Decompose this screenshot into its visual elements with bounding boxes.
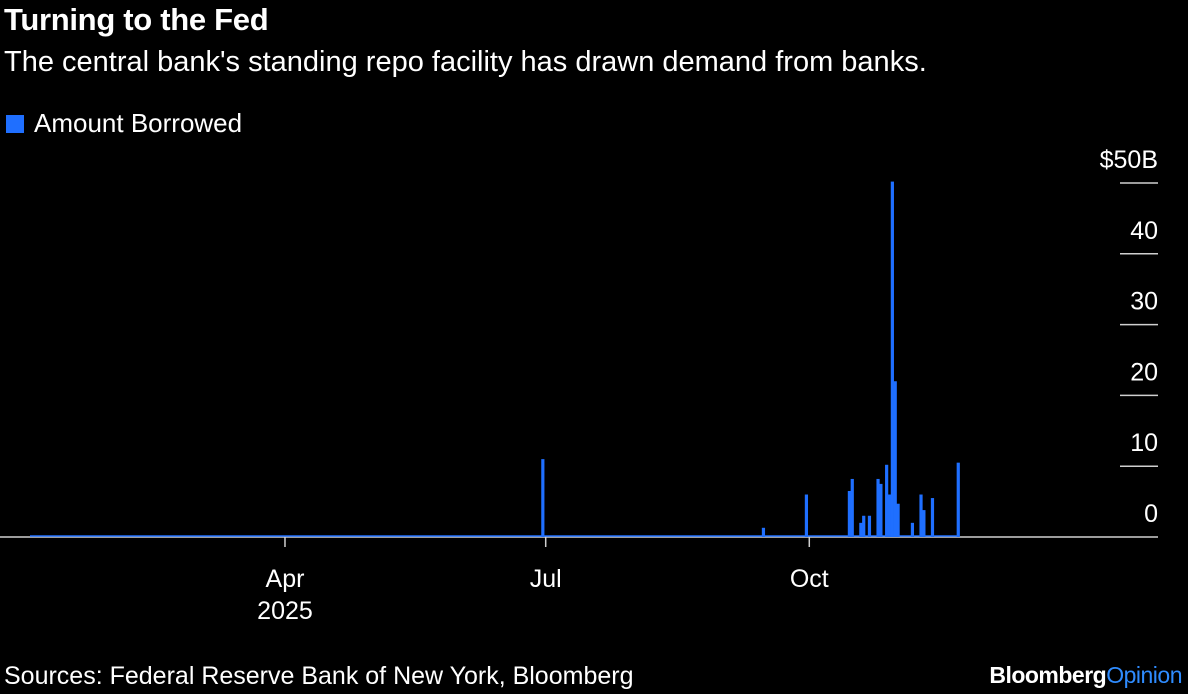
bar bbox=[804, 494, 809, 537]
bar bbox=[890, 181, 894, 538]
y-tick-label: 10 bbox=[1130, 429, 1158, 457]
bar bbox=[956, 462, 960, 537]
bar bbox=[850, 478, 854, 537]
bar bbox=[847, 490, 851, 537]
legend-label: Amount Borrowed bbox=[34, 108, 243, 138]
bar bbox=[862, 515, 866, 537]
x-tick-label: Jul bbox=[530, 565, 562, 593]
bar bbox=[910, 522, 915, 537]
legend: Amount Borrowed bbox=[6, 108, 242, 139]
brand-main: Bloomberg bbox=[989, 662, 1107, 688]
source-note: Sources: Federal Reserve Bank of New Yor… bbox=[4, 662, 634, 690]
bar bbox=[876, 478, 880, 537]
y-tick-label: $50B bbox=[1100, 146, 1158, 174]
y-tick-label: 20 bbox=[1130, 358, 1158, 386]
brand-accent: Opinion bbox=[1106, 662, 1182, 688]
bar bbox=[867, 515, 872, 537]
chart-title: Turning to the Fed bbox=[4, 2, 269, 37]
bar bbox=[885, 464, 889, 537]
y-tick-label: 30 bbox=[1130, 288, 1158, 316]
bar bbox=[922, 510, 926, 537]
x-tick-label: Oct bbox=[790, 565, 829, 593]
brand-logo: BloombergOpinion bbox=[989, 662, 1182, 689]
bar bbox=[761, 527, 766, 537]
y-tick-label: 40 bbox=[1130, 217, 1158, 245]
bar-chart: $50B 40 30 20 10 0 Apr 2025 Jul Oct bbox=[0, 146, 1158, 625]
chart-subtitle: The central bank's standing repo facilit… bbox=[4, 46, 927, 78]
bar bbox=[859, 522, 863, 537]
bar bbox=[896, 503, 900, 537]
bar bbox=[893, 381, 897, 537]
x-tick-label: Apr bbox=[266, 565, 305, 593]
bar bbox=[930, 498, 935, 537]
bar bbox=[887, 494, 892, 537]
bar bbox=[919, 494, 923, 537]
x-tick-sublabel: 2025 bbox=[257, 597, 313, 625]
y-tick-label: 0 bbox=[1144, 500, 1158, 528]
legend-swatch bbox=[6, 114, 24, 133]
bar bbox=[541, 459, 545, 537]
bar bbox=[879, 483, 883, 537]
